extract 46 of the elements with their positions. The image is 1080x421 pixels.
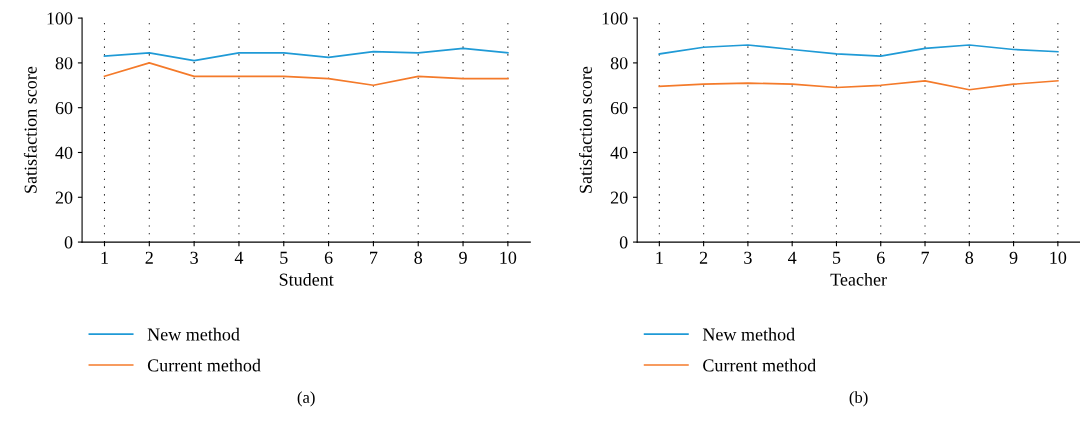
y-tick-label: 60 [55,101,73,115]
text: (b) [849,391,868,407]
y-tick-label: 100 [602,12,628,25]
x-tick-label: 2 [699,251,708,264]
x-tick-label: 7 [370,251,378,264]
y-tick-label: 20 [610,191,628,204]
x-tick-label: 9 [459,251,467,264]
x-tick-label: 3 [190,251,198,264]
y-tick-label: 60 [610,101,628,115]
x-tick-label: 8 [414,251,423,264]
legend-label: New method [702,327,795,341]
y-tick-label: 80 [55,57,73,70]
x-tick-label: 3 [744,251,752,264]
x-tick-label: 10 [500,251,517,264]
y-tick-label: 100 [47,12,73,25]
y-tick-label: 0 [619,236,628,249]
x-tick-label: 6 [324,251,333,264]
x-tick-label: 4 [234,251,244,264]
y-axis-title: Satisfaction score [578,66,592,193]
y-tick-label: 40 [610,146,628,159]
line-series [103,47,509,62]
line-series [658,79,1059,91]
legend-label: New method [147,327,240,341]
x-tick-label: 5 [833,251,841,264]
x-tick-label: 6 [877,251,885,264]
line-series [103,62,509,87]
x-tick-label: 7 [921,251,930,264]
text: (a) [297,391,315,407]
x-tick-label: 1 [656,251,663,264]
x-tick-label: 9 [1009,251,1018,264]
y-axis-title: Satisfaction score [23,66,37,193]
x-tick-label: 1 [101,251,108,264]
y-tick-label: 40 [55,146,73,159]
x-axis-title: Teacher [830,273,887,286]
legend-label: Current method [703,358,816,372]
legend-label: Current method [147,358,261,372]
line-series [658,44,1059,58]
y-tick-label: 20 [55,191,73,204]
y-tick-label: 80 [610,57,628,70]
x-tick-label: 2 [145,251,153,264]
x-tick-label: 5 [280,251,288,264]
x-tick-label: 4 [788,251,797,264]
x-tick-label: 8 [965,251,974,264]
y-tick-label: 0 [64,236,73,249]
x-tick-label: 10 [1050,251,1067,264]
x-axis-title: Student [279,273,334,286]
